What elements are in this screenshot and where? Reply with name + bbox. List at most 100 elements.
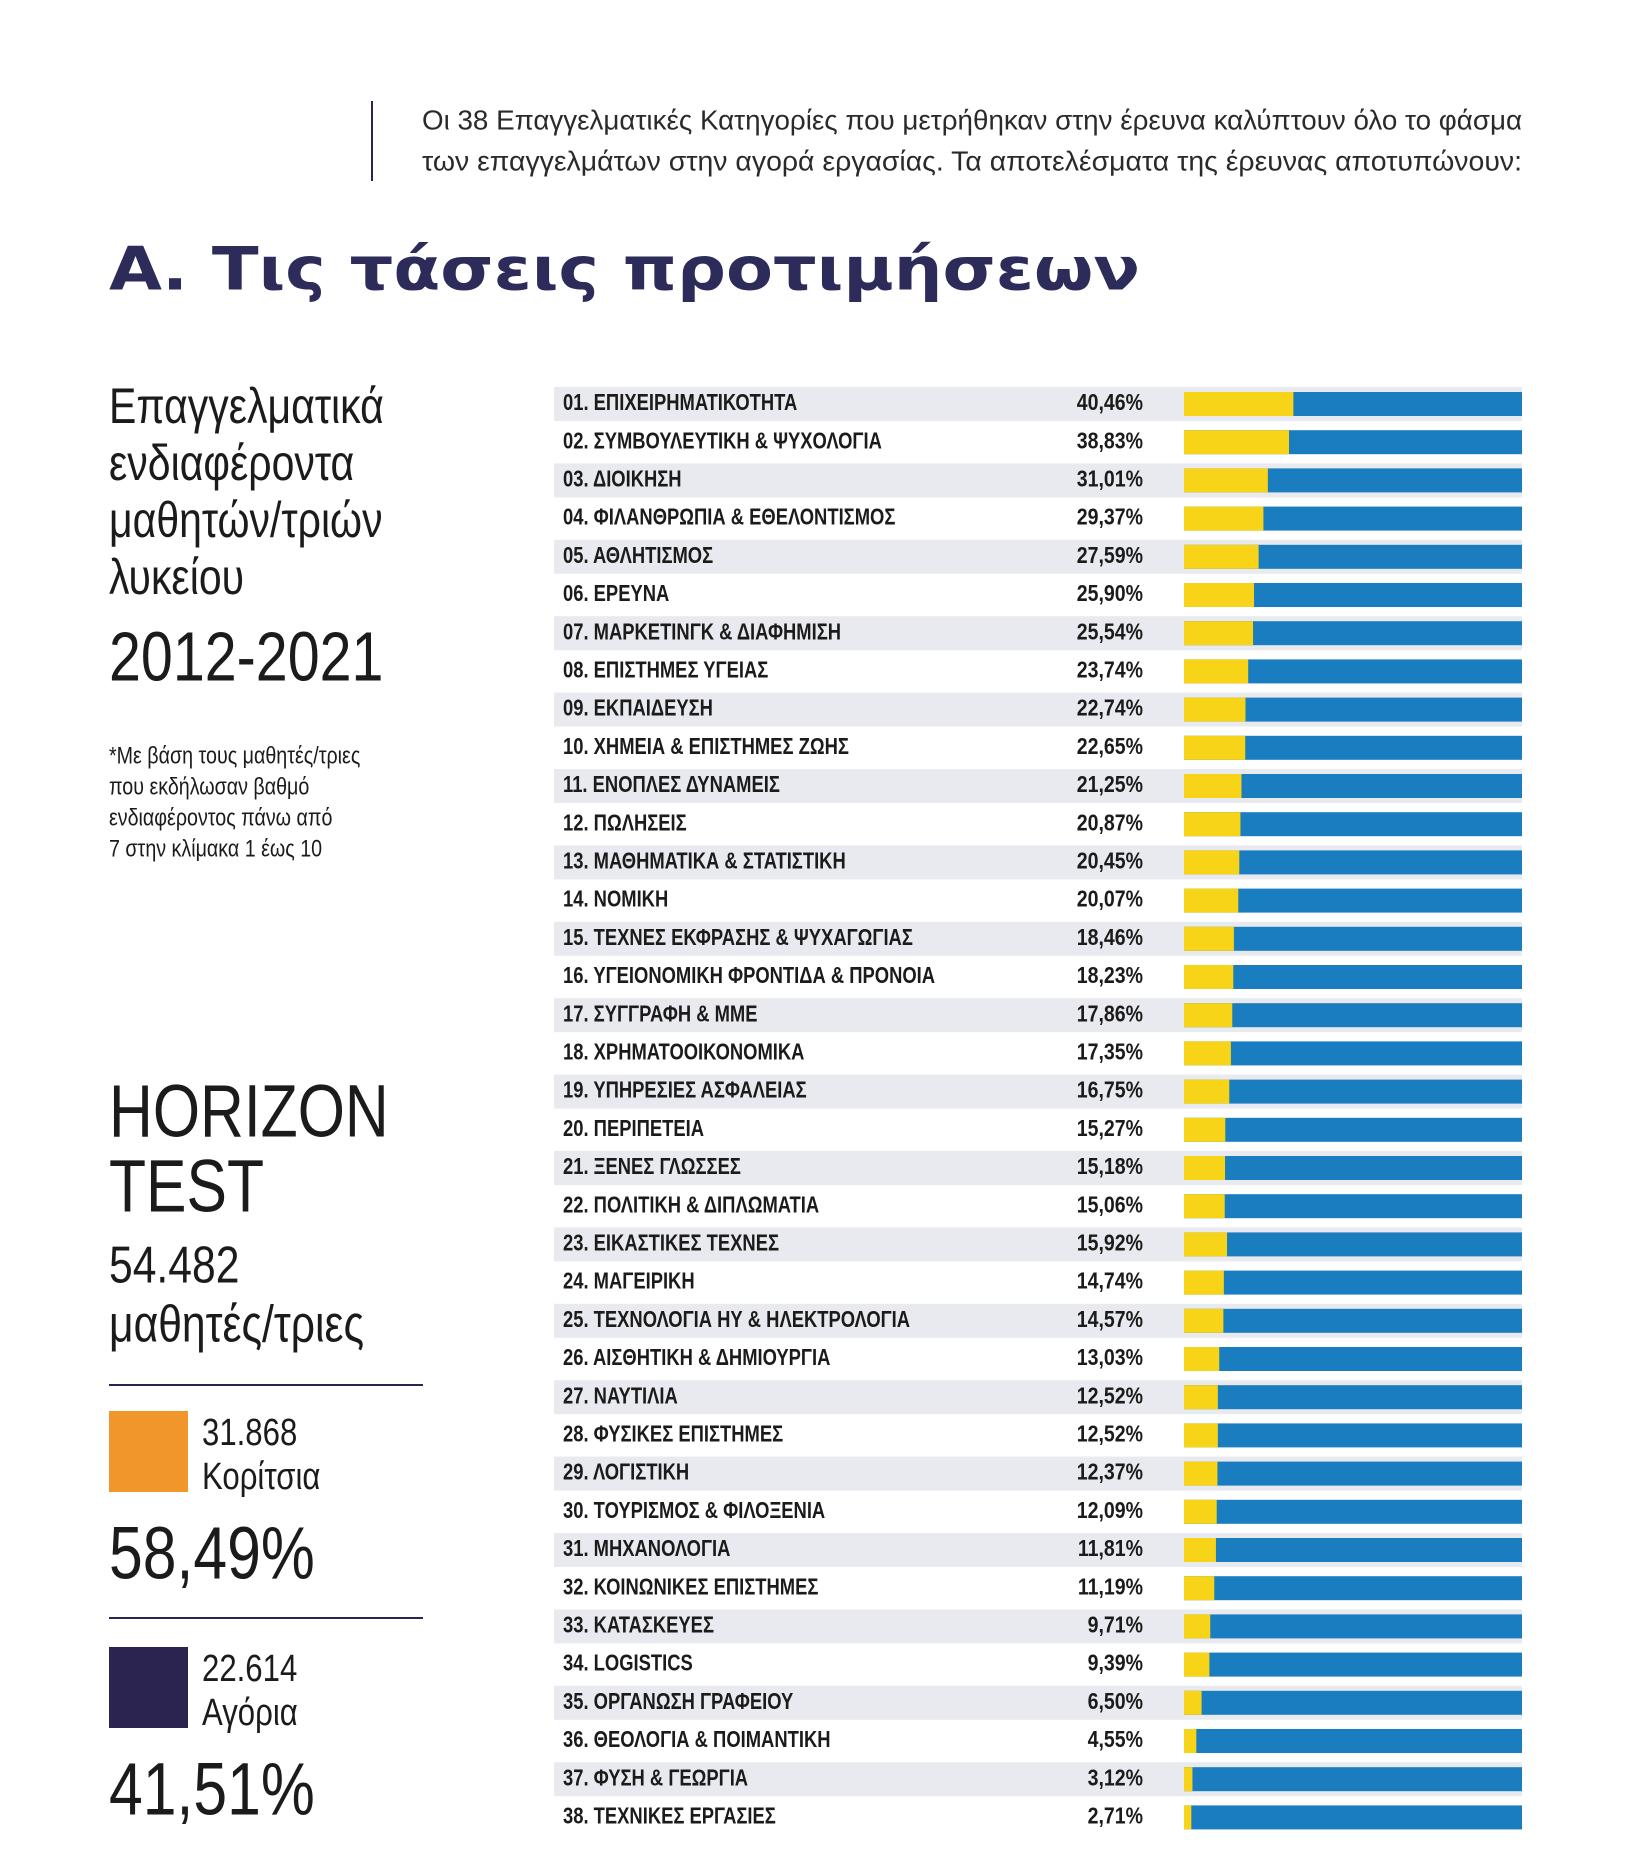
value-label: 27,59% — [1077, 542, 1143, 568]
bar-track — [1184, 1614, 1522, 1639]
value-label: 25,54% — [1077, 619, 1143, 645]
value-label: 12,52% — [1077, 1421, 1143, 1447]
category-label: 30. ΤΟΥΡΙΣΜΟΣ & ΦΙΛΟΞΕΝΙΑ — [563, 1498, 825, 1523]
value-label: 18,23% — [1077, 963, 1143, 989]
bar — [1184, 1041, 1231, 1066]
bar — [1184, 850, 1240, 875]
category-label: 36. ΘΕΟΛΟΓΙΑ & ΠΟΙΜΑΝΤΙΚΗ — [563, 1727, 831, 1752]
bar — [1184, 1347, 1220, 1371]
bar — [1184, 1117, 1226, 1142]
bar-track — [1184, 1308, 1522, 1333]
footnote: που εκδήλωσαν βαθμό — [109, 772, 309, 799]
value-label: 15,06% — [1077, 1192, 1143, 1218]
girls-swatch — [109, 1411, 188, 1492]
value-label: 40,46% — [1077, 390, 1143, 416]
value-label: 20,45% — [1077, 848, 1143, 874]
bar-track — [1184, 1461, 1522, 1486]
bar-track — [1184, 1690, 1522, 1715]
bar-track — [1184, 1767, 1522, 1792]
bar — [1184, 965, 1234, 989]
bar — [1184, 1079, 1230, 1104]
bar-track — [1184, 1499, 1522, 1524]
bar — [1184, 1156, 1226, 1180]
total-label: μαθητές/τριες — [109, 1296, 364, 1354]
boys-label: Αγόρια — [202, 1692, 298, 1734]
bar-track — [1184, 888, 1522, 913]
category-label: 08. ΕΠΙΣΤΗΜΕΣ ΥΓΕΙΑΣ — [563, 658, 768, 683]
category-label: 22. ΠΟΛΙΤΙΚΗ & ΔΙΠΛΩΜΑΤΙΑ — [563, 1192, 819, 1217]
value-label: 14,74% — [1077, 1268, 1143, 1294]
category-label: 14. ΝΟΜΙΚΗ — [563, 887, 668, 912]
sidebar-title: λυκείου — [109, 549, 244, 605]
bar — [1184, 774, 1242, 798]
bar-track — [1184, 1347, 1522, 1371]
bar — [1184, 697, 1246, 722]
category-label: 32. ΚΟΙΝΩΝΙΚΕΣ ΕΠΙΣΤΗΜΕΣ — [563, 1574, 818, 1599]
bar — [1184, 430, 1289, 455]
value-label: 2,71% — [1088, 1803, 1143, 1829]
value-label: 20,07% — [1077, 886, 1143, 912]
value-label: 22,65% — [1077, 733, 1143, 759]
value-label: 9,71% — [1088, 1612, 1143, 1638]
intro-text: Οι 38 Επαγγελματικές Κατηγορίες που μετρ… — [422, 104, 1522, 135]
category-label: 23. ΕΙΚΑΣΤΙΚΕΣ ΤΕΧΝΕΣ — [563, 1231, 779, 1256]
category-label: 26. ΑΙΣΘΗΤΙΚΗ & ΔΗΜΙΟΥΡΓΙΑ — [563, 1345, 830, 1370]
value-label: 12,09% — [1077, 1497, 1143, 1523]
value-label: 31,01% — [1077, 466, 1143, 492]
category-label: 20. ΠΕΡΙΠΕΤΕΙΑ — [563, 1116, 704, 1141]
category-label: 15. ΤΕΧΝΕΣ ΕΚΦΡΑΣΗΣ & ΨΥΧΑΓΩΓΙΑΣ — [563, 925, 913, 950]
category-label: 11. ΕΝΟΠΛΕΣ ΔΥΝΑΜΕΙΣ — [563, 772, 780, 797]
bar-track — [1184, 965, 1522, 989]
category-label: 02. ΣΥΜΒΟΥΛΕΥΤΙΚΗ & ΨΥΧΟΛΟΓΙΑ — [563, 428, 882, 453]
category-label: 28. ΦΥΣΙΚΕΣ ΕΠΙΣΤΗΜΕΣ — [563, 1422, 783, 1447]
bar — [1184, 506, 1264, 531]
value-label: 20,87% — [1077, 810, 1143, 836]
value-label: 15,18% — [1077, 1154, 1143, 1180]
bar — [1184, 1308, 1224, 1333]
bar — [1184, 735, 1246, 760]
boys-percent: 41,51% — [109, 1749, 315, 1831]
bar — [1184, 1767, 1193, 1792]
value-label: 16,75% — [1077, 1077, 1143, 1103]
bar-track — [1184, 506, 1522, 531]
category-label: 04. ΦΙΛΑΝΘΡΩΠΙΑ & ΕΘΕΛΟΝΤΙΣΜΟΣ — [563, 505, 895, 530]
bar — [1184, 1614, 1211, 1639]
bar — [1184, 468, 1268, 493]
category-label: 33. ΚΑΤΑΣΚΕΥΕΣ — [563, 1613, 714, 1638]
value-label: 14,57% — [1077, 1306, 1143, 1332]
footnote: 7 στην κλίμακα 1 έως 10 — [109, 834, 322, 861]
category-label: 27. ΝΑΥΤΙΛΙΑ — [563, 1383, 678, 1408]
value-label: 22,74% — [1077, 695, 1143, 721]
girls-percent: 58,49% — [109, 1513, 315, 1595]
bar-track — [1184, 1117, 1522, 1142]
category-label: 17. ΣΥΓΓΡΑΦΗ & ΜΜΕ — [563, 1001, 758, 1026]
horizon-title: HORIZON — [109, 1071, 389, 1153]
footnote: ενδιαφέροντος πάνω από — [109, 803, 332, 830]
bar-track — [1184, 850, 1522, 875]
sidebar-title: Επαγγελματικά — [109, 378, 384, 434]
bar — [1184, 544, 1259, 569]
bar — [1184, 1538, 1216, 1562]
bar-track — [1184, 1079, 1522, 1104]
category-label: 19. ΥΠΗΡΕΣΙΕΣ ΑΣΦΑΛΕΙΑΣ — [563, 1078, 807, 1103]
category-label: 31. ΜΗΧΑΝΟΛΟΓΙΑ — [563, 1536, 730, 1561]
value-label: 11,81% — [1078, 1536, 1143, 1562]
bar-track — [1184, 1423, 1522, 1448]
category-label: 38. ΤΕΧΝΙΚΕΣ ΕΡΓΑΣΙΕΣ — [563, 1804, 776, 1829]
category-label: 37. ΦΥΣΗ & ΓΕΩΡΓΙΑ — [563, 1765, 748, 1790]
girls-count: 31.868 — [202, 1412, 297, 1454]
category-label: 25. ΤΕΧΝΟΛΟΓΙΑ ΗΥ & ΗΛΕΚΤΡΟΛΟΓΙΑ — [563, 1307, 910, 1332]
category-label: 07. ΜΑΡΚΕΤΙΝΓΚ & ΔΙΑΦΗΜΙΣΗ — [563, 619, 841, 644]
years: 2012-2021 — [109, 617, 383, 696]
category-label: 12. ΠΩΛΗΣΕΙΣ — [563, 810, 687, 835]
bar — [1184, 888, 1239, 913]
bar — [1184, 1652, 1210, 1677]
category-label: 34. LOGISTICS — [563, 1651, 693, 1676]
boys-swatch — [109, 1647, 188, 1728]
sidebar-title: μαθητών/τριών — [109, 492, 383, 548]
category-label: 13. ΜΑΘΗΜΑΤΙΚΑ & ΣΤΑΤΙΣΤΙΚΗ — [563, 849, 846, 874]
bar-track — [1184, 1385, 1522, 1410]
boys-count: 22.614 — [202, 1648, 297, 1690]
intro-text: των επαγγελμάτων στην αγορά εργασίας. Τα… — [422, 145, 1522, 176]
